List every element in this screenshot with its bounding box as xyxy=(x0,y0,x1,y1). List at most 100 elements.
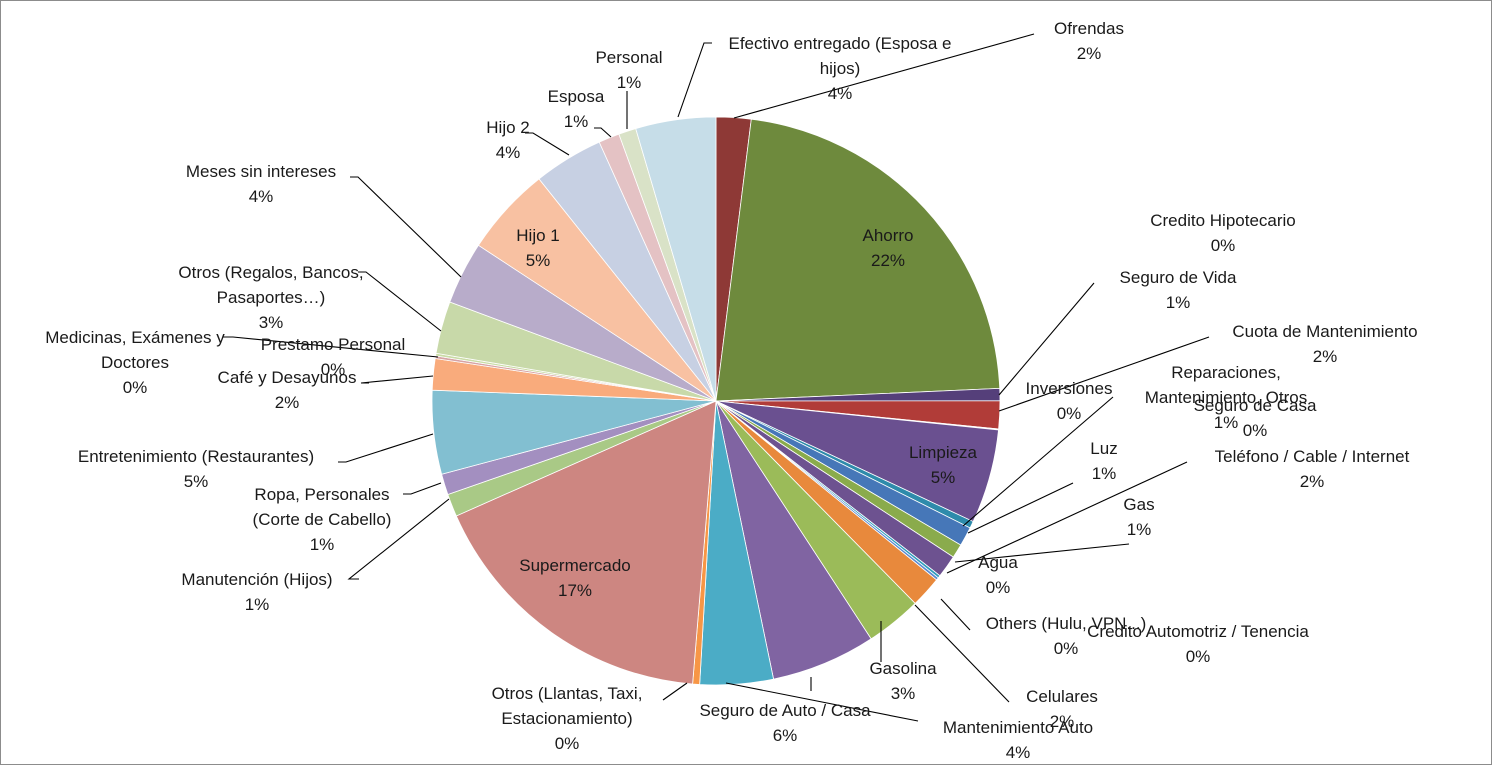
data-label-agua: Agua 0% xyxy=(978,553,1018,597)
leader-line-telefono-cable-internet xyxy=(946,461,1188,574)
label-line: Mantenimiento, Otros xyxy=(1145,388,1308,407)
data-label-inversiones: Inversiones 0% xyxy=(1026,379,1113,423)
leader-line-esposa xyxy=(594,127,612,138)
leader-line-seguro-de-vida xyxy=(998,282,1095,396)
leader-line-otros-llantas-taxi-estacionamiento xyxy=(662,682,688,701)
label-line: Manutención (Hijos) xyxy=(181,570,332,589)
leader-line-ofrendas xyxy=(733,33,1035,119)
label-line: Gas xyxy=(1123,495,1154,514)
label-line: 0% xyxy=(1057,404,1082,423)
label-line: 2% xyxy=(275,393,300,412)
data-label-otros-regalos-bancos-pasaportes: Otros (Regalos, Bancos, Pasaportes…) 3% xyxy=(178,263,363,332)
pie-slices xyxy=(431,116,1001,686)
leader-line-manutencion-hijos xyxy=(347,498,450,580)
label-line: Reparaciones, xyxy=(1171,363,1281,382)
label-line: Celulares xyxy=(1026,687,1098,706)
data-label-celulares: Celulares 2% xyxy=(1026,687,1098,731)
leader-line-gas xyxy=(954,543,1130,563)
leader-line-hijo-2 xyxy=(525,132,570,156)
data-label-gas: Gas 1% xyxy=(1123,495,1154,539)
label-line: 1% xyxy=(617,73,642,92)
label-line: Prestamo Personal xyxy=(261,335,406,354)
data-label-others-hulu-vpn: Others (Hulu, VPN...) 0% xyxy=(986,614,1147,658)
label-line: 0% xyxy=(1211,236,1236,255)
label-line: 1% xyxy=(310,535,335,554)
data-label-hijo-2: Hijo 2 4% xyxy=(486,118,529,162)
leader-line-prestamo-personal xyxy=(223,336,439,358)
leader-line-otros-regalos-bancos-pasaportes xyxy=(358,271,442,332)
label-line: 1% xyxy=(1166,293,1191,312)
label-line: Meses sin intereses xyxy=(186,162,336,181)
data-label-reparaciones-mantenimiento-otros: Reparaciones, Mantenimiento, Otros 1% xyxy=(1145,363,1308,432)
label-line: 1% xyxy=(1214,413,1239,432)
label-line: Hijo 2 xyxy=(486,118,529,137)
leader-line-luz xyxy=(967,482,1074,534)
leader-line-entretenimiento-restaurantes xyxy=(338,433,434,463)
leader-line-ropa-personales-corte-de-cabello xyxy=(403,482,442,495)
label-line: Efectivo entregado (Esposa e xyxy=(728,34,951,53)
label-line: Pasaportes…) xyxy=(217,288,326,307)
label-line: Otros (Regalos, Bancos, xyxy=(178,263,363,282)
label-line: hijos) xyxy=(820,59,861,78)
label-line: 0% xyxy=(555,734,580,753)
label-line: Ropa, Personales xyxy=(254,485,389,504)
data-label-seguro-de-vida: Seguro de Vida 1% xyxy=(1120,268,1237,312)
slice-efectivo-entregado-esposa-e-hijos xyxy=(635,116,717,402)
data-label-entretenimiento-restaurantes: Entretenimiento (Restaurantes) 5% xyxy=(78,447,314,491)
data-label-efectivo-entregado-esposa-e-hijos: Efectivo entregado (Esposa e hijos) 4% xyxy=(728,34,951,103)
data-labels: Ofrendas 2% Ahorro 22% Credito Hipotecario 0%… xyxy=(45,19,1417,762)
label-line: 22% xyxy=(871,251,905,270)
data-label-cafe-y-desayunos: Café y Desayunos 2% xyxy=(218,368,357,412)
data-label-ropa-personales-corte-de-cabello: Ropa, Personales (Corte de Cabello) 1% xyxy=(253,485,392,554)
label-line: Cuota de Mantenimiento xyxy=(1232,322,1417,341)
data-label-telefono-cable-internet: Teléfono / Cable / Internet 2% xyxy=(1215,447,1410,491)
label-line: Personal xyxy=(595,48,662,67)
label-line: Seguro de Auto / Casa xyxy=(699,701,871,720)
label-line: 5% xyxy=(931,468,956,487)
leader-line-efectivo-entregado-esposa-e-hijos xyxy=(677,42,712,118)
label-line: 3% xyxy=(891,684,916,703)
label-line: Ahorro xyxy=(862,226,913,245)
label-line: 2% xyxy=(1077,44,1102,63)
label-line: Supermercado xyxy=(519,556,631,575)
data-label-supermercado: Supermercado 17% xyxy=(519,556,631,600)
leader-line-others-hulu-vpn xyxy=(940,598,971,631)
label-line: 1% xyxy=(1092,464,1117,483)
leader-lines xyxy=(223,33,1210,722)
label-line: 0% xyxy=(1054,639,1079,658)
data-label-seguro-de-auto-casa: Seguro de Auto / Casa 6% xyxy=(699,701,871,745)
label-line: Credito Hipotecario xyxy=(1150,211,1296,230)
leader-line-meses-sin-intereses xyxy=(350,176,462,278)
label-line: 4% xyxy=(1006,743,1031,762)
label-line: 17% xyxy=(558,581,592,600)
leader-line-seguro-de-auto-casa xyxy=(725,682,919,722)
label-line: 4% xyxy=(249,187,274,206)
label-line: 2% xyxy=(1300,472,1325,491)
data-label-luz: Luz 1% xyxy=(1090,439,1117,483)
leader-line-cuota-de-mantenimiento xyxy=(998,336,1210,412)
label-line: Otros (Llantas, Taxi, xyxy=(492,684,643,703)
slice-supermercado xyxy=(455,400,717,685)
data-label-meses-sin-intereses: Meses sin intereses 4% xyxy=(186,162,336,206)
label-line: 2% xyxy=(1050,712,1075,731)
label-line: 0% xyxy=(321,360,346,379)
data-label-hijo-1: Hijo 1 5% xyxy=(516,226,559,270)
data-label-limpieza: Limpieza 5% xyxy=(909,443,978,487)
data-label-gasolina: Gasolina 3% xyxy=(869,659,937,703)
label-line: 5% xyxy=(184,472,209,491)
leader-line-reparaciones-mantenimiento-otros xyxy=(962,396,1114,527)
label-line: 0% xyxy=(986,578,1011,597)
label-line: 4% xyxy=(828,84,853,103)
label-line: Ofrendas xyxy=(1054,19,1124,38)
data-label-credito-automotriz-tenencia: Credito Automotriz / Tenencia 0% xyxy=(1087,622,1309,666)
data-label-mantenimiento-auto: Mantenimiento Auto 4% xyxy=(943,718,1093,762)
label-line: 0% xyxy=(1186,647,1211,666)
label-line: Luz xyxy=(1090,439,1117,458)
label-line: Agua xyxy=(978,553,1018,572)
data-label-otros-llantas-taxi-estacionamiento: Otros (Llantas, Taxi, Estacionamiento) 0% xyxy=(492,684,643,753)
data-label-ahorro: Ahorro 22% xyxy=(862,226,913,270)
data-label-manutencion-hijos: Manutención (Hijos) 1% xyxy=(181,570,332,614)
label-line: Doctores xyxy=(101,353,169,372)
